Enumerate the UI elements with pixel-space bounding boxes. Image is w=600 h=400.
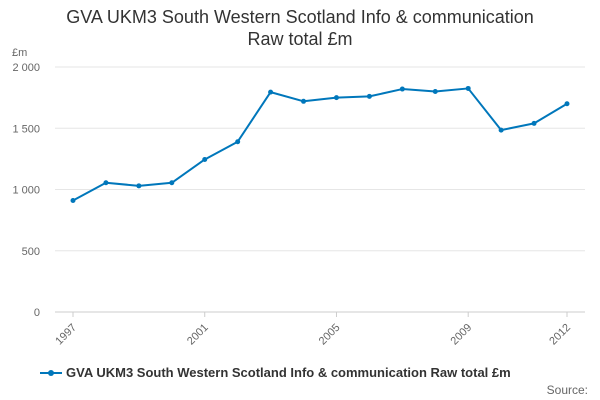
legend-label: GVA UKM3 South Western Scotland Info & c… bbox=[66, 365, 511, 380]
data-point[interactable] bbox=[103, 180, 109, 186]
source-label: Source: bbox=[546, 383, 588, 397]
x-tick-label: 2009 bbox=[449, 322, 475, 348]
data-point[interactable] bbox=[301, 98, 307, 104]
y-tick-label: 1 000 bbox=[12, 185, 40, 197]
data-point[interactable] bbox=[465, 85, 471, 91]
data-point[interactable] bbox=[333, 95, 339, 101]
x-tick-label: 2012 bbox=[547, 322, 573, 348]
data-point[interactable] bbox=[432, 89, 438, 94]
data-point[interactable] bbox=[202, 156, 208, 162]
data-point[interactable] bbox=[366, 93, 372, 99]
data-point[interactable] bbox=[564, 101, 570, 107]
x-tick-label: 2001 bbox=[185, 322, 211, 348]
y-tick-label: 2 000 bbox=[12, 62, 40, 74]
legend-swatch-icon bbox=[40, 367, 62, 379]
y-axis-label: £m bbox=[12, 47, 27, 59]
data-point[interactable] bbox=[399, 86, 405, 92]
x-tick-label: 1997 bbox=[53, 322, 79, 348]
data-point[interactable] bbox=[531, 120, 537, 126]
data-point[interactable] bbox=[70, 198, 76, 204]
y-tick-label: 1 500 bbox=[12, 123, 40, 135]
x-tick-label: 2005 bbox=[317, 322, 343, 348]
series-line bbox=[72, 87, 568, 202]
chart-legend[interactable]: GVA UKM3 South Western Scotland Info & c… bbox=[40, 365, 511, 380]
data-point[interactable] bbox=[268, 89, 274, 95]
data-point[interactable] bbox=[235, 139, 241, 145]
y-tick-label: 500 bbox=[22, 246, 40, 258]
data-point[interactable] bbox=[498, 127, 504, 133]
data-point[interactable] bbox=[136, 183, 142, 189]
chart-title: GVA UKM3 South Western Scotland Info & c… bbox=[0, 6, 600, 50]
chart-title-line-2: Raw total £m bbox=[247, 29, 353, 49]
data-point[interactable] bbox=[169, 180, 175, 186]
y-tick-label: 0 bbox=[34, 307, 40, 319]
chart-title-line-1: GVA UKM3 South Western Scotland Info & c… bbox=[66, 7, 534, 27]
